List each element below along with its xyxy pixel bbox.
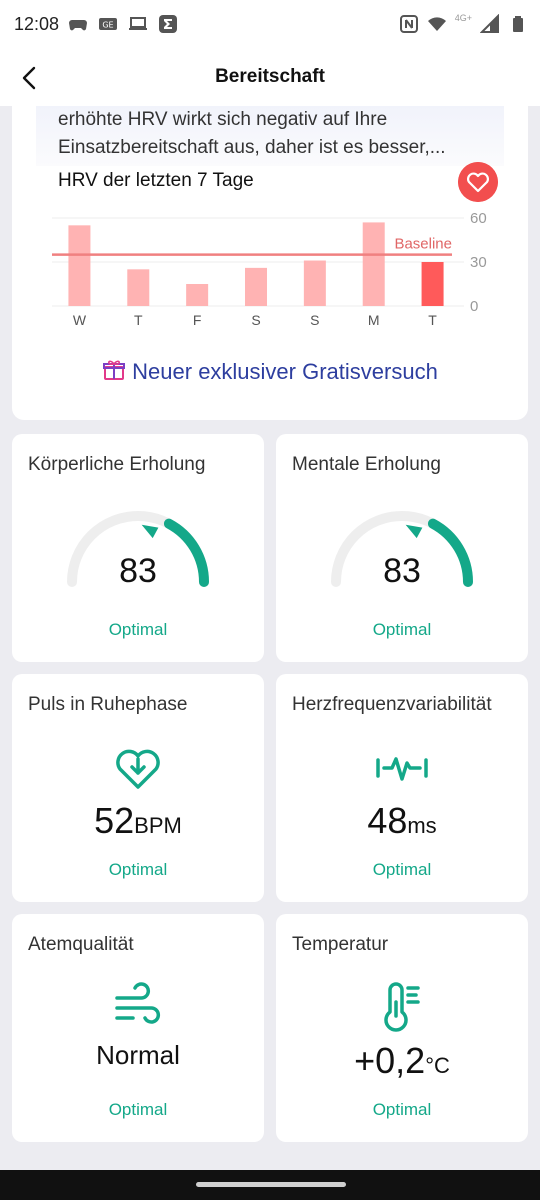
pulse-wave-icon	[376, 757, 428, 781]
svg-text:GE: GE	[102, 21, 113, 30]
gauge-pointer	[405, 524, 423, 539]
notification-icons: GE	[68, 14, 178, 34]
y-tick-label: 30	[470, 254, 487, 271]
breathing-quality-card[interactable]: Atemqualität Normal Optimal	[12, 914, 264, 1142]
gauge-value: 83	[119, 552, 157, 590]
hrv-value: 48ms	[367, 800, 437, 841]
gauge-value: 83	[383, 552, 421, 590]
hrv-bar	[362, 222, 385, 306]
card-title: Atemqualität	[28, 934, 134, 955]
status-label: Optimal	[108, 1100, 168, 1119]
hrv-bar	[303, 260, 326, 306]
resting-pulse-card[interactable]: Puls in Ruhephase 52BPM Optimal	[12, 674, 264, 902]
x-tick-label: S	[251, 312, 260, 328]
card-title: Mentale Erholung	[292, 454, 441, 475]
x-tick-label: M	[368, 312, 380, 328]
status-label: Optimal	[372, 860, 432, 879]
gift-icon	[103, 360, 126, 380]
system-icons: 4G+	[399, 13, 528, 34]
recovery-gauge	[67, 511, 209, 587]
recovery-gauge	[331, 511, 473, 587]
laptop-icon	[129, 17, 147, 30]
x-tick-label: W	[73, 312, 87, 328]
gauge-pointer	[141, 524, 159, 539]
gauge-fill	[163, 518, 209, 587]
page-title: Bereitschaft	[215, 66, 325, 87]
hrv-bar	[245, 267, 267, 306]
clock: 12:08	[14, 14, 60, 34]
sigma-icon	[159, 15, 177, 33]
back-arrow-icon[interactable]	[14, 62, 46, 94]
hrv-bar-chart: W T F S S M T Baseline 60 30 0	[52, 210, 487, 328]
app-bar: Bereitschaft	[0, 50, 540, 106]
wind-icon	[115, 982, 161, 1024]
hrv-bar	[68, 225, 91, 306]
hrv-bar	[421, 262, 444, 306]
gauge-fill	[427, 518, 473, 587]
wifi-icon	[427, 17, 446, 31]
thermometer-icon	[384, 982, 420, 1032]
description-background	[36, 106, 504, 166]
hrv-bar	[186, 284, 209, 306]
status-label: Optimal	[372, 1100, 432, 1119]
heart-down-icon	[116, 749, 160, 789]
hrv-bar	[127, 269, 150, 306]
temperature-value: +0,2°C	[354, 1040, 450, 1081]
status-label: Optimal	[372, 620, 432, 639]
promo-text: Neuer exklusiver Gratisversuch	[132, 359, 438, 384]
breathing-value: Normal	[96, 1040, 180, 1070]
promo-link[interactable]: Neuer exklusiver Gratisversuch	[12, 358, 528, 385]
battery-icon	[513, 16, 523, 32]
gamepad-icon	[69, 20, 87, 31]
pulse-value: 52BPM	[94, 800, 182, 841]
y-tick-label: 60	[470, 210, 487, 227]
x-tick-label: T	[134, 312, 143, 328]
baseline-label: Baseline	[394, 236, 452, 253]
navigation-bar	[0, 1170, 540, 1200]
hrv-card: erhöhte HRV wirkt sich negativ auf Ihre …	[12, 106, 528, 420]
home-gesture-handle[interactable]	[196, 1182, 346, 1187]
y-tick-label: 0	[470, 298, 478, 315]
hrv-chart-title: HRV der letzten 7 Tage	[58, 170, 254, 191]
temperature-card[interactable]: Temperatur +0,2°C Optimal	[276, 914, 528, 1142]
nfc-icon	[399, 15, 418, 33]
card-title: Temperatur	[292, 934, 389, 955]
hrv-value-card[interactable]: Herzfrequenzvariabilität 48ms Optimal	[276, 674, 528, 902]
ge-badge-icon: GE	[99, 18, 117, 30]
status-label: Optimal	[108, 620, 168, 639]
status-label: Optimal	[108, 860, 168, 879]
x-tick-label: F	[193, 312, 202, 328]
hrv-description: erhöhte HRV wirkt sich negativ auf Ihre …	[58, 109, 446, 158]
x-tick-label: S	[310, 312, 319, 328]
heart-badge-icon[interactable]	[458, 162, 498, 202]
mental-recovery-card[interactable]: Mentale Erholung 83 Optimal	[276, 434, 528, 662]
network-type-label: 4G+	[454, 13, 472, 23]
card-title: Herzfrequenzvariabilität	[292, 694, 492, 715]
card-title: Puls in Ruhephase	[28, 694, 188, 715]
status-bar: 12:08 GE 4G+	[0, 0, 540, 50]
x-tick-label: T	[428, 312, 437, 328]
cell-signal-icon	[480, 14, 499, 33]
physical-recovery-card[interactable]: Körperliche Erholung 83 Optimal	[12, 434, 264, 662]
card-title: Körperliche Erholung	[28, 454, 206, 475]
